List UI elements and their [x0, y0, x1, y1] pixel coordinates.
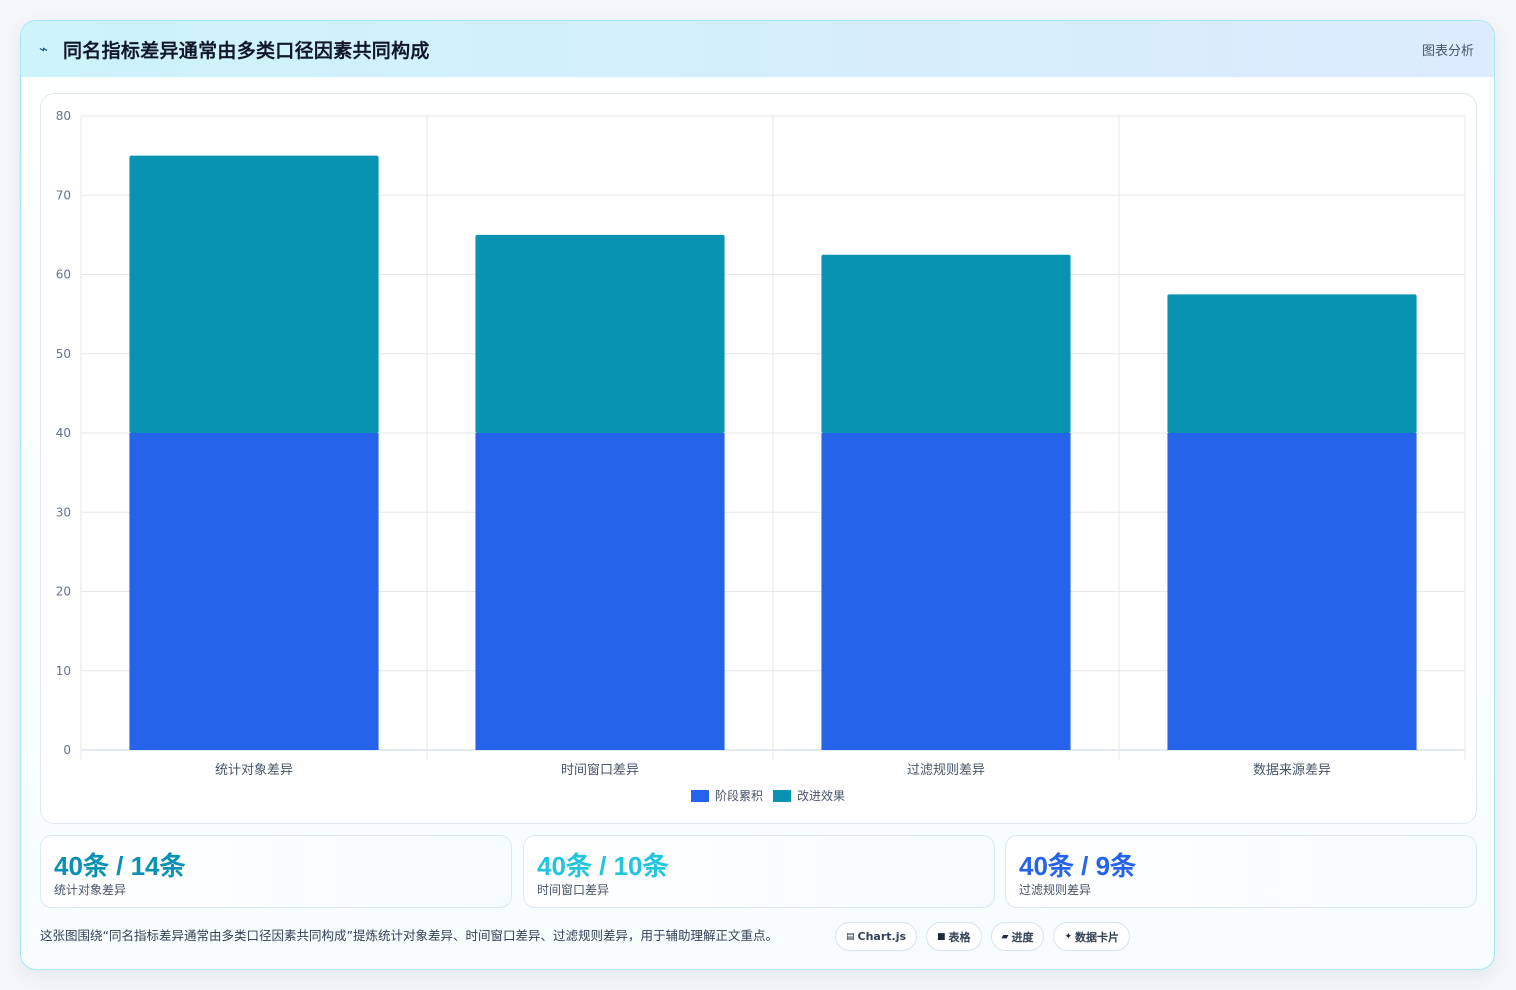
y-tick-label: 70 [56, 188, 71, 202]
stat-value: 40条 / 9条 [1019, 851, 1137, 881]
chip-table[interactable]: ■ 表格 [926, 922, 982, 951]
x-tick-label: 过滤规则差异 [907, 763, 985, 778]
stat-card-2: 40条 / 10条 时间窗口差异 [523, 835, 995, 908]
chip-data-card[interactable]: ✦ 数据卡片 [1053, 922, 1131, 951]
chip-label: 进度 [1011, 930, 1034, 944]
y-tick-label: 30 [56, 505, 71, 519]
stat-value: 40条 / 10条 [537, 851, 669, 881]
legend-label: 阶段累积 [715, 788, 763, 803]
card-header: ⌁ 同名指标差异通常由多类口径因素共同构成 图表分析 [21, 21, 1494, 77]
sparkle-icon: ✦ [1064, 931, 1073, 942]
x-tick-label: 数据来源差异 [1253, 763, 1331, 778]
bar-improvement-effect [475, 234, 725, 433]
footer-note: 这张图围绕“同名指标差异通常由多类口径因素共同构成”提炼统计对象差异、时间窗口差… [40, 928, 778, 943]
stat-card-3: 40条 / 9条 过滤规则差异 [1005, 835, 1477, 908]
x-tick-label: 时间窗口差异 [561, 762, 639, 778]
bar-improvement-effect [821, 254, 1071, 433]
y-tick-label: 20 [56, 585, 71, 599]
stat-cards: 40条 / 14条 统计对象差异 40条 / 10条 时间窗口差异 40条 / … [40, 835, 1477, 908]
card-title: 同名指标差异通常由多类口径因素共同构成 [63, 40, 430, 62]
chart-icon: ▤ [846, 931, 855, 942]
chart-panel: 0 10 20 30 40 50 60 70 80 统计对象差异 时间窗口差异 过滤规则差异 数据来源差… [40, 93, 1477, 824]
trend-line-icon: ⌁ [39, 40, 49, 58]
bar-improvement-effect [1167, 294, 1417, 433]
stacked-bar-chart: 0 10 20 30 40 50 60 70 80 统计对象差异 时间窗口差异 过滤规则差异 数据来源差… [56, 109, 1466, 803]
legend-label: 改进效果 [797, 788, 845, 803]
y-tick-label: 0 [63, 743, 71, 757]
chart-card: ⌁ 同名指标差异通常由多类口径因素共同构成 图表分析 0 10 20 30 40 50 60… [20, 20, 1495, 970]
y-tick-label: 50 [56, 347, 71, 361]
header-tag: 图表分析 [1421, 44, 1474, 59]
x-tick-label: 统计对象差异 [215, 763, 293, 778]
feature-chips: ▤ Chart.js ■ 表格 ▰ 进度 ✦ 数据卡片 [835, 922, 1131, 952]
chip-label: 表格 [948, 930, 971, 944]
bar-stage-cumulative [129, 433, 379, 750]
y-tick-label: 80 [56, 109, 71, 123]
y-tick-label: 60 [56, 268, 71, 282]
stat-label: 时间窗口差异 [537, 883, 610, 897]
bar-stage-cumulative [821, 433, 1071, 750]
stat-label: 过滤规则差异 [1019, 883, 1092, 897]
legend-swatch [773, 790, 791, 802]
bar-stage-cumulative [1167, 433, 1417, 750]
chip-label: 数据卡片 [1075, 930, 1120, 944]
table-icon: ■ [937, 931, 946, 942]
legend-swatch [691, 790, 709, 802]
y-tick-label: 10 [56, 664, 71, 678]
bar-stage-cumulative [475, 433, 725, 750]
bar-improvement-effect [129, 155, 379, 433]
stat-value: 40条 / 14条 [54, 851, 186, 881]
chip-progress[interactable]: ▰ 进度 [990, 922, 1045, 951]
y-tick-label: 40 [56, 426, 71, 440]
progress-icon: ▰ [1001, 931, 1009, 942]
stat-label: 统计对象差异 [54, 883, 127, 897]
chip-label: Chart.js [857, 930, 907, 943]
chip-chartjs[interactable]: ▤ Chart.js [835, 922, 918, 951]
stat-card-1: 40条 / 14条 统计对象差异 [40, 835, 512, 908]
